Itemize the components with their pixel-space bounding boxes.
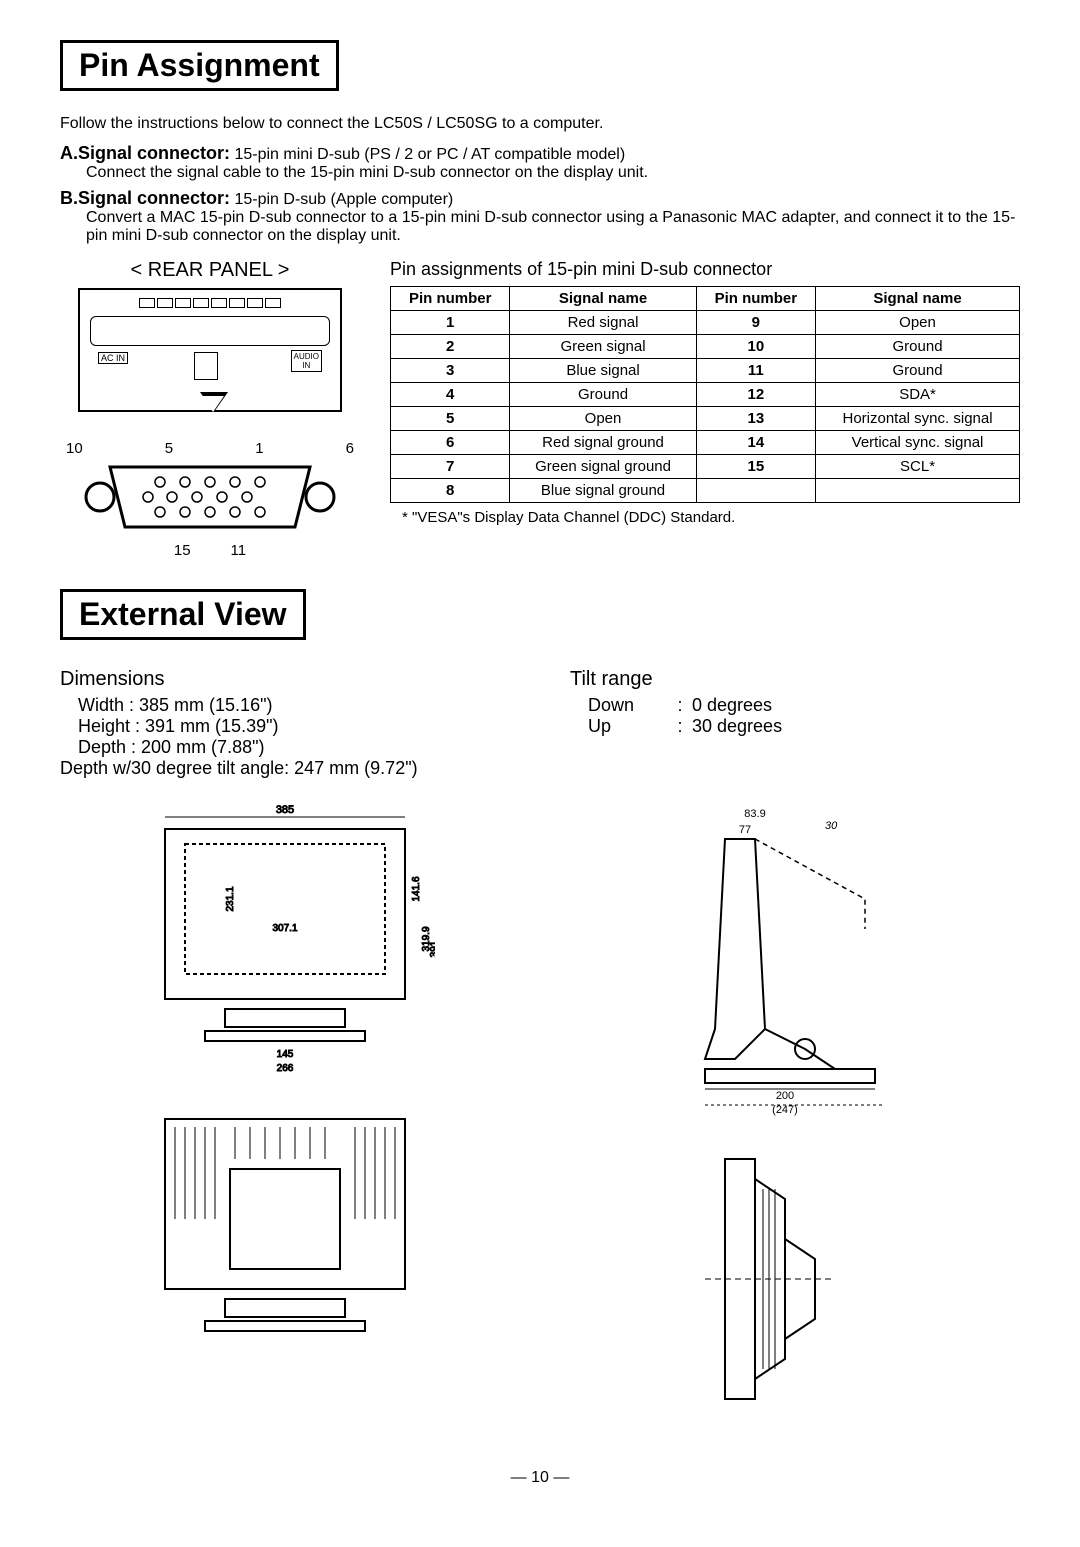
table-cell: Open bbox=[816, 311, 1020, 335]
table-cell: SCL* bbox=[816, 455, 1020, 479]
connector-a-desc-inline: 15-pin mini D-sub (PS / 2 or PC / AT com… bbox=[234, 146, 625, 163]
connector-a-label: A.Signal connector: bbox=[60, 143, 230, 163]
dim-depth-tilt: Depth w/30 degree tilt angle: 247 mm (9.… bbox=[60, 758, 510, 779]
dim-247: (247) bbox=[772, 1104, 798, 1116]
dim-depth: Depth : 200 mm (7.88") bbox=[78, 737, 510, 758]
dsub-marker-5: 5 bbox=[165, 440, 173, 457]
table-cell: Open bbox=[510, 407, 696, 431]
pin-table-caption: Pin assignments of 15-pin mini D-sub con… bbox=[390, 259, 1020, 280]
dim-391: 391 bbox=[429, 940, 435, 957]
intro-text: Follow the instructions below to connect… bbox=[60, 115, 1020, 133]
dim-145: 145 bbox=[277, 1049, 294, 1060]
dim-839: 83.9 bbox=[744, 808, 765, 820]
table-cell: Green signal bbox=[510, 335, 696, 359]
tilt-up-val: 30 degrees bbox=[692, 716, 782, 737]
pin-th-0: Pin number bbox=[391, 287, 510, 311]
table-cell: 5 bbox=[391, 407, 510, 431]
table-row: 5Open13Horizontal sync. signal bbox=[391, 407, 1020, 431]
table-cell: 8 bbox=[391, 479, 510, 503]
dim-385: 385 bbox=[276, 804, 294, 816]
table-cell: Ground bbox=[510, 383, 696, 407]
table-cell: Blue signal ground bbox=[510, 479, 696, 503]
table-cell: 10 bbox=[696, 335, 815, 359]
tilt-down-sep: : bbox=[668, 695, 692, 716]
pin-th-2: Pin number bbox=[696, 287, 815, 311]
section-title-external-view: External View bbox=[60, 589, 306, 640]
side-tilt-drawing: 83.9 30 77 200 (247) bbox=[665, 799, 925, 1119]
table-row: 6Red signal ground14Vertical sync. signa… bbox=[391, 431, 1020, 455]
dim-30deg: 30 bbox=[825, 820, 838, 832]
table-cell: 9 bbox=[696, 311, 815, 335]
rear-panel-label: < REAR PANEL > bbox=[60, 259, 360, 282]
side-profile-drawing bbox=[695, 1139, 895, 1439]
table-cell: 15 bbox=[696, 455, 815, 479]
rear-elevation-drawing bbox=[135, 1099, 435, 1359]
table-cell: 11 bbox=[696, 359, 815, 383]
table-row: 3Blue signal11Ground bbox=[391, 359, 1020, 383]
table-cell bbox=[816, 479, 1020, 503]
table-cell: 7 bbox=[391, 455, 510, 479]
connector-a-block: A.Signal connector: 15-pin mini D-sub (P… bbox=[60, 143, 1020, 182]
table-cell: Blue signal bbox=[510, 359, 696, 383]
tilt-range-label: Tilt range bbox=[570, 668, 1020, 691]
table-row: 7Green signal ground15SCL* bbox=[391, 455, 1020, 479]
table-cell: 2 bbox=[391, 335, 510, 359]
dimensions-label: Dimensions bbox=[60, 668, 510, 691]
table-cell: 14 bbox=[696, 431, 815, 455]
table-cell: Red signal bbox=[510, 311, 696, 335]
pin-th-1: Signal name bbox=[510, 287, 696, 311]
table-cell: Ground bbox=[816, 335, 1020, 359]
dim-200: 200 bbox=[776, 1090, 794, 1102]
table-cell: Ground bbox=[816, 359, 1020, 383]
connector-b-label: B.Signal connector: bbox=[60, 188, 230, 208]
pin-table-footnote: * "VESA"s Display Data Channel (DDC) Sta… bbox=[402, 509, 1020, 526]
dsub-connector-diagram: 10 5 1 6 15 11 bbox=[60, 440, 360, 559]
dim-height: Height : 391 mm (15.39") bbox=[78, 716, 510, 737]
dsub-marker-10: 10 bbox=[66, 440, 83, 457]
connector-b-desc-inline: 15-pin D-sub (Apple computer) bbox=[234, 191, 453, 208]
dsub-marker-6: 6 bbox=[346, 440, 354, 457]
dim-1416: 141.6 bbox=[411, 876, 422, 901]
dim-width: Width : 385 mm (15.16") bbox=[78, 695, 510, 716]
table-cell: Vertical sync. signal bbox=[816, 431, 1020, 455]
connector-b-block: B.Signal connector: 15-pin D-sub (Apple … bbox=[60, 188, 1020, 245]
connector-a-desc-line2: Connect the signal cable to the 15-pin m… bbox=[86, 164, 1020, 182]
tilt-down-val: 0 degrees bbox=[692, 695, 772, 716]
page-number: — 10 — bbox=[60, 1469, 1020, 1487]
pin-assignment-table: Pin number Signal name Pin number Signal… bbox=[390, 286, 1020, 503]
table-cell: Green signal ground bbox=[510, 455, 696, 479]
dim-77: 77 bbox=[739, 824, 751, 836]
rear-panel-diagram: AC IN AUDIOIN bbox=[78, 288, 342, 412]
table-row: 2Green signal10Ground bbox=[391, 335, 1020, 359]
dsub-marker-1: 1 bbox=[255, 440, 263, 457]
table-cell: 1 bbox=[391, 311, 510, 335]
front-elevation-drawing: 385 307.1 231.1 141.6 319.9 391 145 266 bbox=[135, 799, 435, 1079]
pin-th-3: Signal name bbox=[816, 287, 1020, 311]
table-cell bbox=[696, 479, 815, 503]
table-cell: Horizontal sync. signal bbox=[816, 407, 1020, 431]
dsub-marker-15: 15 bbox=[174, 542, 191, 559]
table-cell: 6 bbox=[391, 431, 510, 455]
dim-231: 231.1 bbox=[225, 886, 236, 911]
table-row: 8Blue signal ground bbox=[391, 479, 1020, 503]
table-cell: Red signal ground bbox=[510, 431, 696, 455]
table-cell: 12 bbox=[696, 383, 815, 407]
dim-307: 307.1 bbox=[272, 923, 297, 934]
connector-b-desc-line2: Convert a MAC 15-pin D-sub connector to … bbox=[86, 209, 1020, 245]
table-cell: 4 bbox=[391, 383, 510, 407]
table-cell: 13 bbox=[696, 407, 815, 431]
section-title-pin-assignment: Pin Assignment bbox=[60, 40, 339, 91]
tilt-down-key: Down bbox=[588, 695, 668, 716]
tilt-up-key: Up bbox=[588, 716, 668, 737]
table-row: 1Red signal9Open bbox=[391, 311, 1020, 335]
dim-266: 266 bbox=[277, 1063, 294, 1074]
table-row: 4Ground12SDA* bbox=[391, 383, 1020, 407]
dsub-marker-11: 11 bbox=[231, 542, 247, 559]
table-cell: 3 bbox=[391, 359, 510, 383]
table-cell: SDA* bbox=[816, 383, 1020, 407]
tilt-up-sep: : bbox=[668, 716, 692, 737]
